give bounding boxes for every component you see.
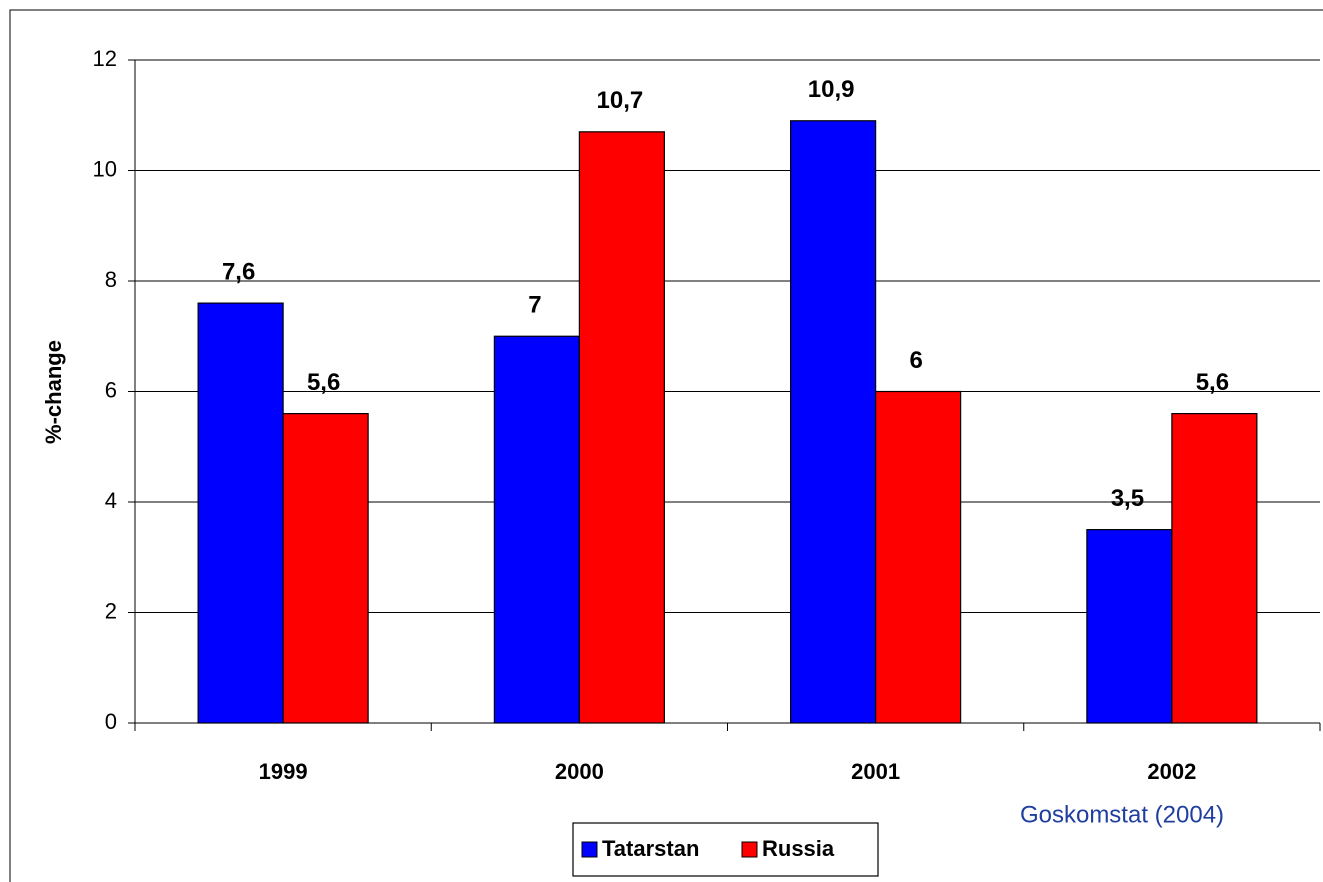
bar bbox=[197, 302, 284, 724]
legend-box bbox=[572, 822, 879, 877]
y-tick-label: 8 bbox=[105, 267, 117, 292]
value-label: 6 bbox=[909, 347, 922, 374]
y-tick-label: 2 bbox=[105, 598, 117, 623]
x-tick-label: 2001 bbox=[851, 759, 900, 784]
value-label: 5,6 bbox=[307, 369, 340, 396]
y-tick-label: 10 bbox=[93, 156, 117, 181]
legend-swatch bbox=[741, 841, 758, 858]
bar bbox=[790, 120, 877, 724]
legend-label: Tatarstan bbox=[602, 836, 699, 861]
bar bbox=[578, 131, 665, 724]
x-tick-label: 2000 bbox=[555, 759, 604, 784]
x-tick-label: 2002 bbox=[1147, 759, 1196, 784]
y-tick-label: 6 bbox=[105, 377, 117, 402]
value-label: 5,6 bbox=[1196, 369, 1229, 396]
legend-label: Russia bbox=[762, 836, 835, 861]
value-label: 10,7 bbox=[597, 87, 644, 114]
bar bbox=[282, 413, 369, 724]
bar bbox=[493, 335, 580, 724]
y-tick-label: 12 bbox=[93, 46, 117, 71]
value-label: 7,6 bbox=[222, 258, 255, 285]
value-label: 3,5 bbox=[1111, 485, 1144, 512]
source-note: Goskomstat (2004) bbox=[1020, 801, 1224, 828]
bar bbox=[1086, 529, 1173, 724]
chart-border bbox=[9, 9, 1323, 882]
legend-swatch bbox=[581, 841, 598, 858]
bar bbox=[875, 390, 962, 724]
y-tick-label: 0 bbox=[105, 709, 117, 734]
value-label: 10,9 bbox=[808, 76, 855, 103]
bar bbox=[1171, 413, 1258, 724]
value-label: 7 bbox=[528, 292, 541, 319]
x-tick-label: 1999 bbox=[259, 759, 308, 784]
y-axis-title: %-change bbox=[41, 340, 66, 444]
y-tick-label: 4 bbox=[105, 488, 117, 513]
